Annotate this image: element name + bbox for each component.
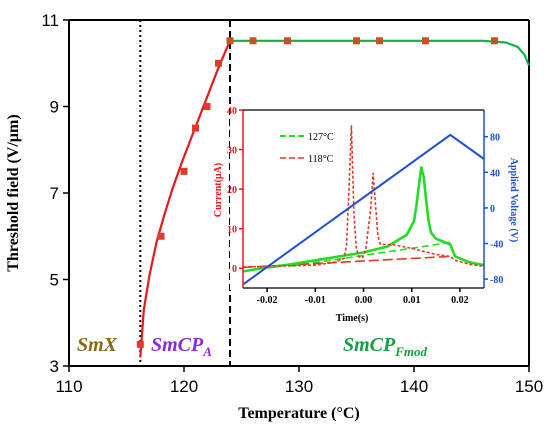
main-markers [136, 37, 498, 348]
phase-label-smcpf-main: SmCP [343, 334, 396, 356]
inset-ticks: -0.02 -0.01 0.00 0.01 0.02 0 10 20 30 40 -80 -40 0 40… [227, 106, 503, 306]
inset-chart: -0.02 -0.01 0.00 0.01 0.02 0 10 20 30 40 -80 -40 0 40… [213, 106, 519, 324]
marker-smcpf [226, 37, 234, 45]
inset-y2-tick-label: 0 [490, 204, 495, 215]
main-y-tick-label: 7 [50, 184, 59, 203]
current-118 [242, 125, 485, 268]
fit-line-smcpf [230, 39, 531, 66]
applied-voltage [242, 133, 485, 286]
marker-smcpa [203, 103, 211, 110]
main-y-axis-title: Threshold field (V/µm) [5, 114, 22, 271]
main-x-tick-label: 110 [55, 377, 82, 396]
phase-boundaries [139, 20, 231, 366]
inset-series [242, 125, 485, 286]
inset-x-tick-label: 0.02 [451, 295, 469, 306]
main-y-tick-label: 5 [50, 271, 59, 290]
main-y-tick-label: 3 [50, 357, 59, 376]
phase-label-smcpf: SmCPFmod [343, 334, 428, 359]
inset-y2-tick-label: -40 [490, 240, 503, 251]
marker-smcpf [422, 37, 429, 45]
inset-legend: 127°C 118°C [280, 132, 334, 165]
main-x-axis-title: Temperature (°C) [238, 405, 359, 422]
marker-smcpa [192, 124, 199, 132]
main-ticks: 110 120 130 140 150 3 5 7 9 11 [41, 11, 543, 396]
inset-x-tick-label: 0.01 [403, 295, 421, 306]
marker-smcpa [157, 232, 165, 240]
inset-y-tick-label: 20 [227, 185, 237, 196]
main-x-tick-label: 130 [285, 377, 313, 396]
inset-y2-tick-label: 40 [490, 168, 500, 179]
legend-label-127: 127°C [308, 132, 334, 143]
inset-y-axis-title: Current(µA) [213, 163, 224, 217]
marker-smcpf [376, 37, 383, 45]
main-x-tick-label: 140 [400, 377, 428, 396]
phase-label-smcpf-sub: Fmod [394, 344, 427, 359]
inset-y2-axis-title: Applied Voltage (V) [508, 158, 519, 242]
main-y-tick-label: 9 [50, 98, 59, 117]
baseline-127 [291, 241, 451, 267]
marker-smcpf [491, 37, 498, 45]
main-y-tick-label: 11 [41, 11, 59, 30]
legend-label-118: 118°C [308, 154, 334, 165]
inset-x-tick-label: 0.00 [355, 295, 373, 306]
phase-label-smx: SmX [77, 334, 118, 356]
inset-x-tick-label: -0.01 [305, 295, 326, 306]
fit-line-smcpa [139, 40, 232, 358]
marker-smcpa [215, 59, 222, 67]
marker-smcpf [249, 37, 257, 45]
marker-smcpa [136, 340, 144, 348]
main-x-tick-label: 150 [515, 377, 543, 396]
current-127 [242, 166, 485, 273]
inset-y2-tick-label: -80 [490, 275, 503, 286]
inset-x-axis-title: Time(s) [336, 313, 369, 324]
marker-smcpa [180, 167, 188, 175]
inset-y-tick-label: 10 [227, 225, 237, 236]
inset-y-tick-label: 40 [227, 106, 237, 117]
inset-y-tick-label: 0 [232, 264, 237, 275]
marker-smcpf [284, 37, 291, 45]
inset-y2-tick-label: 80 [490, 133, 500, 144]
marker-smcpf [353, 37, 360, 45]
phase-label-smcpa: SmCPA [151, 334, 212, 359]
phase-label-smcpa-sub: A [202, 344, 212, 359]
inset-x-tick-label: -0.02 [257, 295, 278, 306]
phase-label-smcpa-main: SmCP [151, 334, 204, 356]
inset-y-tick-label: 30 [227, 146, 237, 157]
main-x-tick-label: 120 [170, 377, 198, 396]
